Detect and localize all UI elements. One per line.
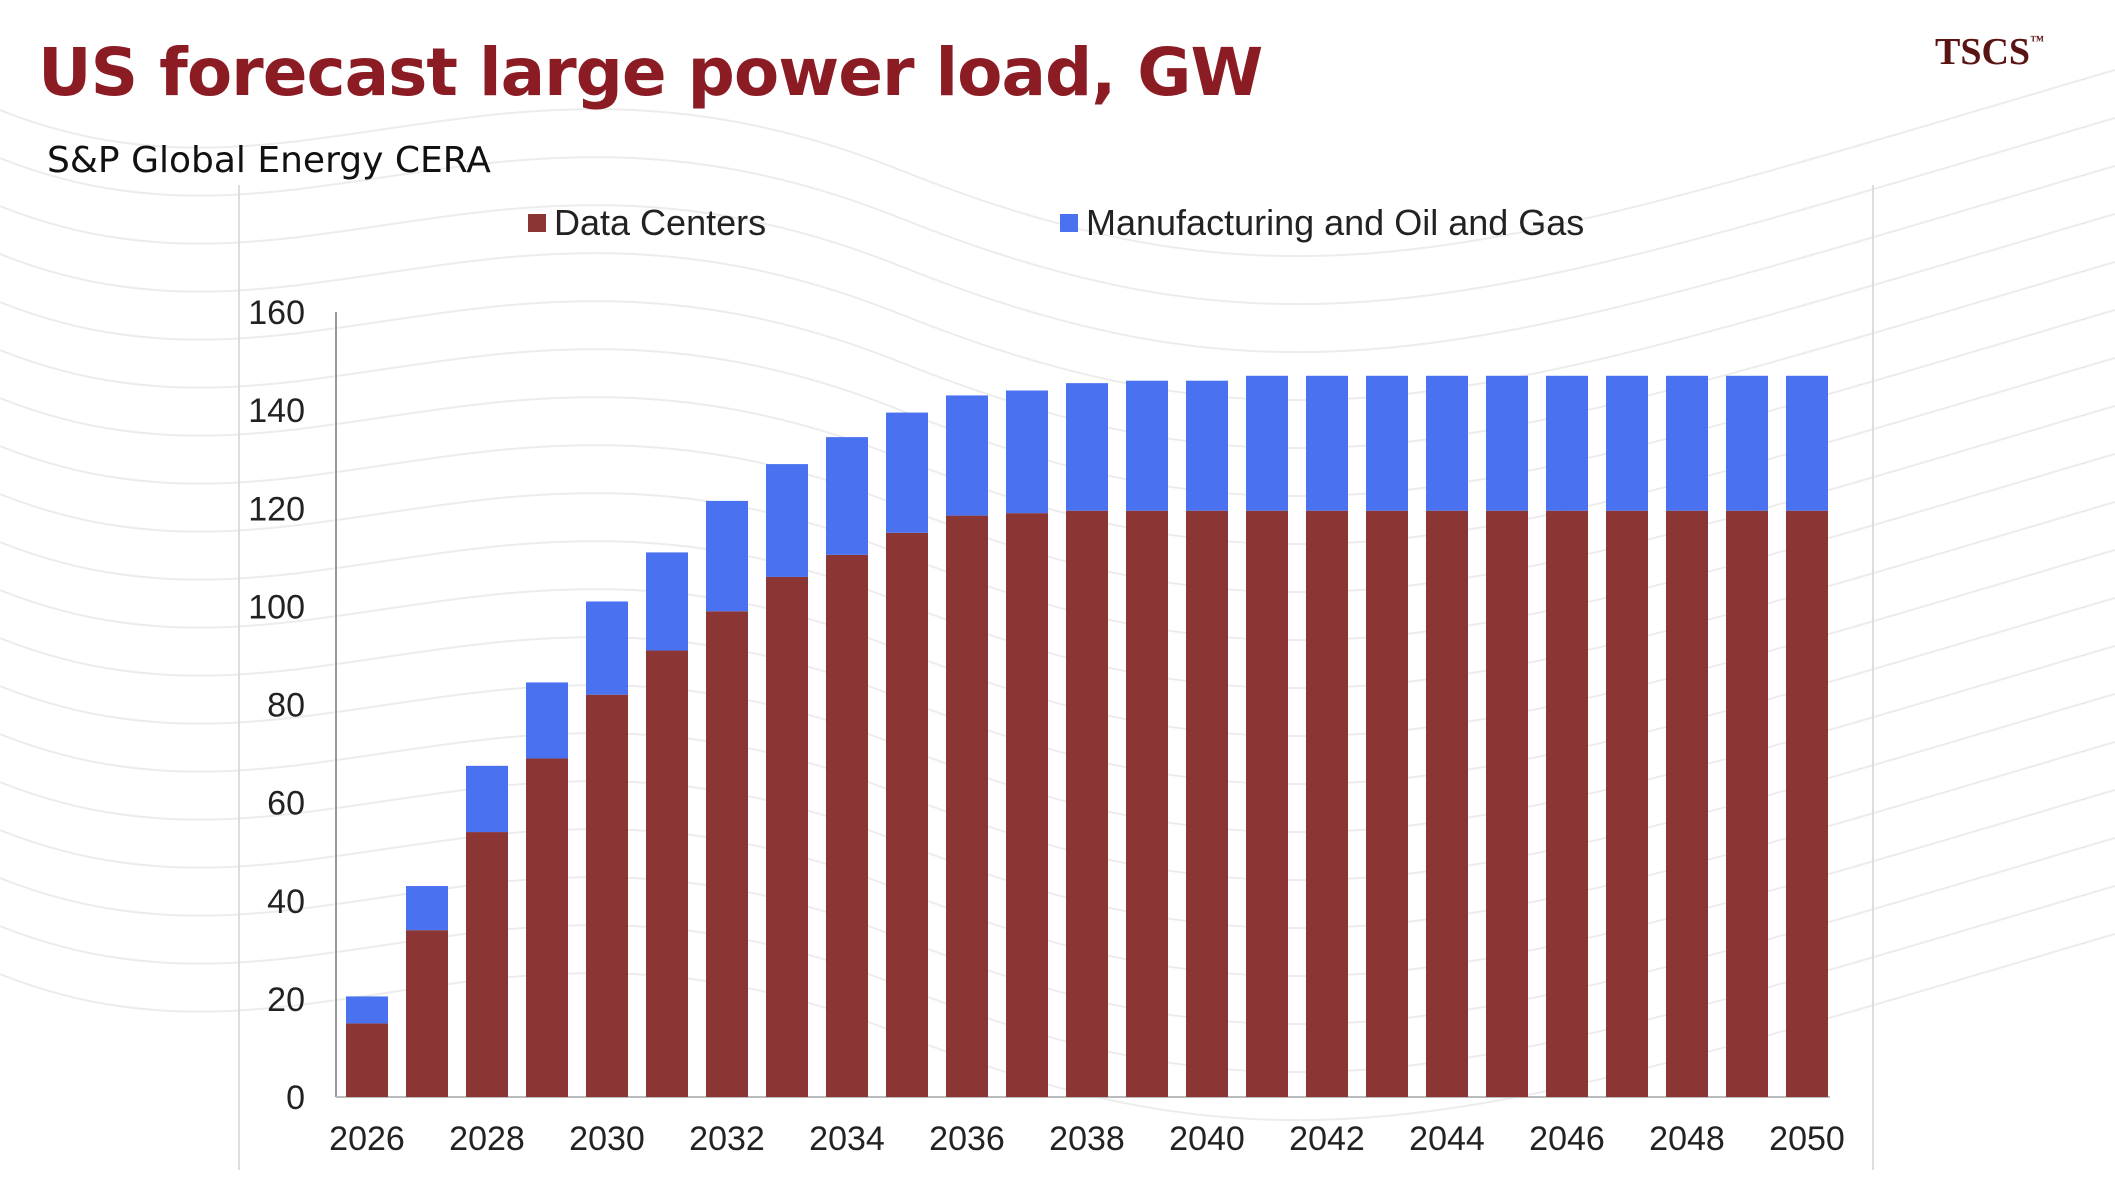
bar-data-centers: [1546, 510, 1588, 1097]
bar-manufacturing: [1426, 375, 1468, 511]
bar-manufacturing: [1666, 375, 1708, 511]
legend-label: Data Centers: [554, 202, 767, 243]
bar-manufacturing: [706, 500, 748, 612]
bar-manufacturing: [1726, 375, 1768, 511]
bar-manufacturing: [766, 464, 808, 577]
bar-data-centers: [706, 611, 748, 1097]
contour-line: [0, 213, 2115, 402]
bar-manufacturing: [1606, 375, 1648, 511]
bar-data-centers: [1666, 510, 1708, 1097]
bar-manufacturing: [346, 996, 388, 1024]
bar-data-centers: [766, 576, 808, 1097]
page-title: US forecast large power load, GW: [38, 34, 1263, 111]
source-subtitle: S&P Global Energy CERA: [47, 140, 491, 181]
x-tick-label: 2050: [1769, 1120, 1845, 1158]
bar-data-centers: [826, 554, 868, 1097]
bar-manufacturing: [1786, 375, 1828, 511]
bar-manufacturing: [886, 412, 928, 533]
x-tick-label: 2032: [689, 1120, 765, 1158]
y-tick-label: 120: [248, 490, 305, 528]
y-tick-label: 100: [248, 588, 305, 626]
bar-manufacturing: [1546, 375, 1588, 511]
y-tick-label: 60: [267, 785, 305, 823]
bar-data-centers: [466, 832, 508, 1097]
bar-manufacturing: [406, 886, 448, 931]
bar-manufacturing: [1246, 375, 1288, 511]
bar-manufacturing: [1006, 390, 1048, 514]
bar-data-centers: [1486, 510, 1528, 1097]
x-tick-label: 2030: [569, 1120, 645, 1158]
bar-data-centers: [646, 650, 688, 1097]
x-tick-label: 2038: [1049, 1120, 1125, 1158]
bar-manufacturing: [946, 395, 988, 516]
bar-data-centers: [406, 930, 448, 1097]
bar-data-centers: [1366, 510, 1408, 1097]
bar-data-centers: [346, 1023, 388, 1097]
y-tick-label: 0: [286, 1079, 305, 1117]
contour-line: [0, 165, 2115, 354]
bar-manufacturing: [526, 682, 568, 759]
bar-data-centers: [946, 515, 988, 1097]
bar-data-centers: [1066, 510, 1108, 1097]
bar-manufacturing: [1126, 380, 1168, 511]
logo-text: TSCS: [1935, 31, 2031, 73]
contour-line: [0, 69, 2115, 258]
bar-manufacturing: [1486, 375, 1528, 511]
legend-manufacturing: Manufacturing and Oil and Gas: [1060, 202, 1584, 244]
bar-manufacturing: [646, 552, 688, 651]
bar-manufacturing: [826, 437, 868, 555]
trademark-mark: ™: [2030, 34, 2045, 49]
legend-swatch-data-centers: [528, 214, 546, 232]
legend-swatch-manufacturing: [1060, 214, 1078, 232]
x-tick-label: 2028: [449, 1120, 525, 1158]
chart-panel: [238, 185, 1874, 1170]
bar-manufacturing: [1066, 383, 1108, 511]
bar-data-centers: [526, 758, 568, 1097]
bar-data-centers: [1246, 510, 1288, 1097]
tscs-logo: TSCS™: [1935, 30, 2044, 74]
bar-data-centers: [1306, 510, 1348, 1097]
x-tick-label: 2042: [1289, 1120, 1365, 1158]
x-tick-label: 2026: [329, 1120, 405, 1158]
bar-manufacturing: [1186, 380, 1228, 511]
bar-data-centers: [1186, 510, 1228, 1097]
x-tick-label: 2044: [1409, 1120, 1485, 1158]
x-tick-label: 2034: [809, 1120, 885, 1158]
y-tick-label: 80: [267, 687, 305, 725]
bar-data-centers: [1786, 510, 1828, 1097]
bar-data-centers: [1726, 510, 1768, 1097]
y-tick-label: 160: [248, 294, 305, 332]
bar-data-centers: [1606, 510, 1648, 1097]
bar-data-centers: [1006, 513, 1048, 1097]
bar-manufacturing: [586, 601, 628, 695]
bar-manufacturing: [1306, 375, 1348, 511]
bar-data-centers: [586, 694, 628, 1097]
contour-line: [0, 117, 2115, 306]
y-tick-label: 20: [267, 981, 305, 1019]
x-tick-label: 2040: [1169, 1120, 1245, 1158]
y-tick-label: 140: [248, 392, 305, 430]
x-tick-label: 2048: [1649, 1120, 1725, 1158]
bar-manufacturing: [1366, 375, 1408, 511]
bar-data-centers: [886, 532, 928, 1097]
bar-data-centers: [1426, 510, 1468, 1097]
bar-data-centers: [1126, 510, 1168, 1097]
bar-manufacturing: [466, 765, 508, 833]
y-tick-label: 40: [267, 883, 305, 921]
legend-label: Manufacturing and Oil and Gas: [1086, 202, 1585, 243]
legend-data-centers: Data Centers: [528, 202, 766, 244]
x-tick-label: 2046: [1529, 1120, 1605, 1158]
x-tick-label: 2036: [929, 1120, 1005, 1158]
